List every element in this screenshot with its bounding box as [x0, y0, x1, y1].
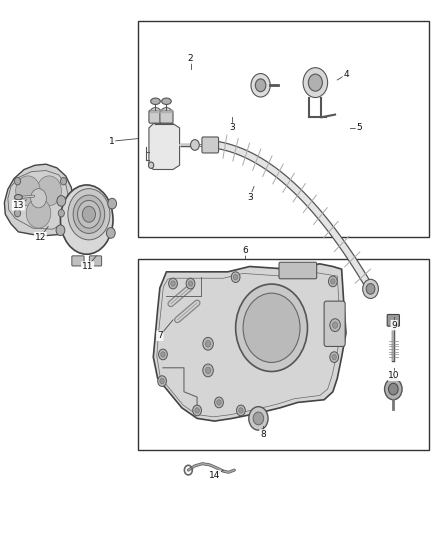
Text: 12: 12	[35, 233, 46, 241]
Ellipse shape	[60, 185, 113, 254]
Circle shape	[366, 284, 375, 294]
Circle shape	[31, 189, 46, 208]
Circle shape	[60, 177, 67, 185]
Circle shape	[37, 176, 61, 206]
Text: 10: 10	[389, 372, 400, 380]
FancyBboxPatch shape	[387, 314, 399, 326]
Circle shape	[82, 206, 95, 222]
Circle shape	[106, 228, 115, 238]
Circle shape	[186, 278, 195, 289]
Circle shape	[203, 364, 213, 377]
Text: 2: 2	[188, 54, 193, 63]
Polygon shape	[153, 264, 346, 421]
Bar	[138, 21, 429, 237]
Circle shape	[158, 376, 166, 386]
FancyBboxPatch shape	[149, 110, 162, 123]
Circle shape	[58, 209, 64, 217]
Ellipse shape	[14, 195, 22, 200]
Circle shape	[217, 400, 221, 405]
Text: 5: 5	[356, 124, 362, 132]
Circle shape	[78, 200, 100, 228]
Circle shape	[303, 68, 328, 98]
Circle shape	[332, 354, 336, 360]
Circle shape	[171, 281, 175, 286]
Circle shape	[205, 367, 211, 374]
Circle shape	[236, 284, 307, 372]
Circle shape	[251, 74, 270, 97]
Circle shape	[193, 405, 201, 416]
Circle shape	[363, 279, 378, 298]
Circle shape	[169, 278, 177, 289]
Text: 13: 13	[13, 201, 24, 209]
Circle shape	[255, 79, 266, 92]
Text: 3: 3	[229, 124, 235, 132]
Circle shape	[57, 196, 66, 206]
Ellipse shape	[162, 98, 171, 104]
FancyBboxPatch shape	[89, 256, 102, 266]
Circle shape	[191, 140, 199, 150]
Circle shape	[56, 225, 65, 236]
Circle shape	[332, 322, 338, 328]
Circle shape	[308, 74, 322, 91]
Ellipse shape	[151, 98, 160, 104]
Bar	[138, 259, 429, 450]
Text: 14: 14	[209, 471, 220, 480]
Text: 11: 11	[82, 262, 93, 271]
Text: 3: 3	[247, 193, 253, 201]
Circle shape	[16, 176, 40, 206]
Circle shape	[160, 378, 164, 384]
Circle shape	[330, 319, 340, 332]
Circle shape	[239, 408, 243, 413]
Text: 6: 6	[242, 246, 248, 255]
Circle shape	[249, 407, 268, 430]
Circle shape	[385, 378, 402, 400]
Circle shape	[331, 279, 335, 284]
Circle shape	[203, 337, 213, 350]
Circle shape	[108, 198, 117, 209]
FancyBboxPatch shape	[324, 301, 345, 346]
FancyBboxPatch shape	[72, 256, 84, 266]
Circle shape	[68, 189, 110, 240]
FancyBboxPatch shape	[279, 262, 317, 279]
Circle shape	[328, 276, 337, 287]
FancyBboxPatch shape	[202, 137, 219, 153]
Circle shape	[14, 209, 21, 217]
Circle shape	[195, 408, 199, 413]
Circle shape	[161, 352, 165, 357]
Circle shape	[243, 293, 300, 362]
Circle shape	[253, 412, 264, 425]
Circle shape	[205, 341, 211, 347]
Circle shape	[215, 397, 223, 408]
Polygon shape	[4, 164, 74, 236]
Circle shape	[148, 162, 154, 168]
Circle shape	[14, 177, 21, 185]
Circle shape	[389, 383, 398, 395]
Circle shape	[188, 281, 193, 286]
Circle shape	[237, 405, 245, 416]
Text: 7: 7	[157, 332, 163, 340]
Circle shape	[233, 274, 238, 280]
Text: 1: 1	[109, 137, 115, 146]
Circle shape	[231, 272, 240, 282]
FancyBboxPatch shape	[160, 110, 173, 123]
Circle shape	[330, 352, 339, 362]
Polygon shape	[149, 124, 180, 169]
Text: 4: 4	[343, 70, 349, 79]
Circle shape	[159, 349, 167, 360]
Text: 9: 9	[391, 321, 397, 329]
Circle shape	[26, 198, 51, 228]
Text: 8: 8	[260, 430, 266, 439]
Circle shape	[73, 195, 105, 233]
